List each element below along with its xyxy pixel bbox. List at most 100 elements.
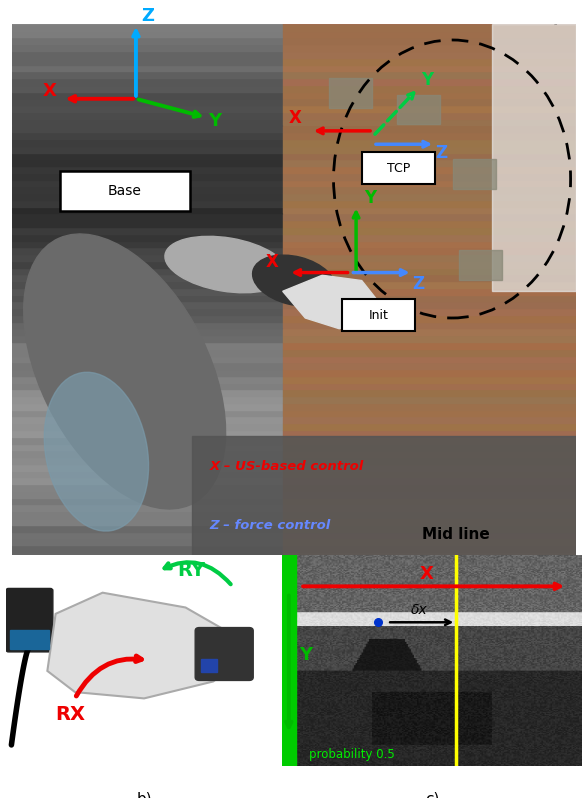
Bar — [283, 38, 576, 44]
FancyBboxPatch shape — [362, 152, 435, 184]
Bar — [283, 294, 576, 302]
Text: a): a) — [286, 586, 302, 603]
Bar — [283, 18, 576, 24]
Bar — [283, 207, 576, 213]
Bar — [12, 403, 322, 409]
Bar — [283, 369, 576, 376]
Text: probability 0.5: probability 0.5 — [309, 748, 395, 760]
Bar — [283, 457, 576, 464]
Bar — [12, 78, 322, 85]
Bar — [12, 464, 322, 471]
Ellipse shape — [165, 236, 288, 293]
Bar — [12, 389, 322, 396]
Text: Z – force control: Z – force control — [209, 519, 330, 532]
Bar — [12, 152, 322, 160]
Bar — [397, 94, 440, 124]
Bar — [12, 315, 322, 322]
Bar — [283, 444, 576, 450]
Bar — [283, 491, 576, 498]
Bar — [283, 139, 576, 146]
Text: X: X — [266, 253, 279, 271]
Bar — [12, 200, 322, 207]
Bar — [282, 555, 296, 766]
Bar — [283, 498, 576, 504]
Bar — [283, 281, 576, 288]
Bar — [283, 261, 576, 267]
Bar — [283, 227, 576, 234]
Ellipse shape — [253, 255, 335, 306]
Bar — [12, 504, 322, 512]
Bar — [12, 24, 322, 30]
Bar — [12, 112, 322, 119]
Bar — [12, 322, 322, 329]
Bar — [283, 267, 576, 275]
Bar — [12, 349, 322, 356]
Bar — [12, 457, 322, 464]
Bar — [329, 78, 372, 109]
Bar — [283, 125, 576, 132]
Bar — [283, 173, 576, 180]
FancyBboxPatch shape — [201, 659, 218, 672]
Bar — [283, 160, 576, 166]
Bar — [12, 18, 322, 24]
Bar — [283, 417, 576, 423]
Text: Y: Y — [208, 112, 221, 129]
Bar — [283, 362, 576, 369]
Bar — [12, 267, 322, 275]
Bar — [283, 342, 576, 349]
Text: δx: δx — [411, 602, 428, 617]
Bar — [12, 125, 322, 132]
Bar — [283, 512, 576, 518]
Bar — [283, 240, 576, 247]
Text: TCP: TCP — [387, 162, 410, 175]
Text: X: X — [419, 565, 433, 583]
Bar — [283, 112, 576, 119]
Text: Mid line: Mid line — [422, 527, 490, 542]
Bar — [12, 423, 322, 430]
Bar — [283, 200, 576, 207]
Bar — [12, 240, 322, 247]
Ellipse shape — [44, 372, 149, 531]
Bar — [283, 308, 576, 315]
Bar — [283, 302, 576, 308]
Bar — [283, 464, 576, 471]
Bar — [12, 173, 322, 180]
Bar — [12, 302, 322, 308]
Bar — [192, 436, 576, 559]
Bar — [12, 187, 322, 193]
Bar — [283, 187, 576, 193]
Bar — [283, 220, 576, 227]
Ellipse shape — [24, 234, 226, 509]
Bar — [12, 234, 322, 240]
Bar — [12, 484, 322, 491]
Bar — [283, 525, 576, 531]
Text: b): b) — [136, 792, 152, 798]
Bar — [283, 471, 576, 477]
Bar — [12, 294, 322, 302]
Text: RX: RX — [56, 705, 86, 724]
Bar — [12, 518, 322, 525]
Bar — [283, 247, 576, 254]
Bar — [12, 531, 322, 539]
Bar — [283, 349, 576, 356]
Text: RY: RY — [177, 561, 205, 580]
Bar — [12, 545, 322, 552]
Bar — [12, 471, 322, 477]
Bar — [12, 477, 322, 484]
Bar — [12, 369, 322, 376]
Bar — [283, 531, 576, 539]
Bar — [12, 539, 322, 545]
Bar — [283, 78, 576, 85]
Bar — [12, 498, 322, 504]
Bar — [12, 220, 322, 227]
Bar — [283, 484, 576, 491]
Text: X – US-based control: X – US-based control — [209, 460, 363, 473]
Bar — [12, 335, 322, 342]
Polygon shape — [283, 275, 379, 329]
Bar — [283, 504, 576, 512]
FancyBboxPatch shape — [10, 630, 49, 649]
Text: Y: Y — [421, 72, 433, 89]
Bar — [283, 383, 576, 389]
Bar — [12, 146, 322, 152]
Bar — [283, 24, 576, 30]
